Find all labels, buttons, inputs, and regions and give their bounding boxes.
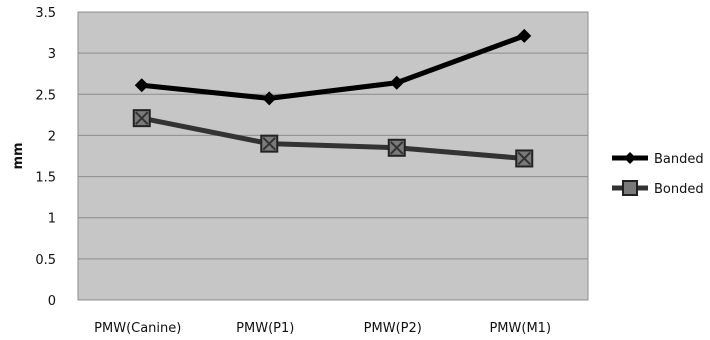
data-point-mark bbox=[262, 136, 276, 151]
y-tick-label: 0 bbox=[48, 294, 56, 309]
series-banded bbox=[134, 28, 532, 106]
legend-label: Bonded bbox=[654, 182, 704, 197]
data-point bbox=[389, 75, 404, 90]
data-point bbox=[134, 78, 149, 93]
y-axis-title: mm bbox=[11, 142, 26, 169]
y-tick-label: 2.5 bbox=[35, 88, 56, 103]
data-point-mark bbox=[517, 151, 531, 166]
series-line bbox=[141, 115, 525, 161]
y-tick-label: 1.5 bbox=[35, 171, 56, 186]
legend-marker bbox=[622, 180, 638, 196]
data-point bbox=[262, 91, 277, 106]
series-group bbox=[132, 28, 534, 168]
y-tick-label: 3.5 bbox=[35, 6, 56, 21]
legend: Banded Bonded bbox=[612, 152, 704, 197]
x-axis-ticks: PMW(Canine) PMW(P1) PMW(P2) PMW(M1) bbox=[94, 321, 551, 336]
y-tick-label: 3 bbox=[48, 47, 56, 62]
y-tick-label: 2 bbox=[48, 129, 56, 144]
x-tick-label: PMW(P2) bbox=[364, 321, 422, 336]
legend-item-banded: Banded bbox=[612, 152, 704, 167]
gridlines bbox=[78, 11, 588, 260]
x-tick-label: PMW(P1) bbox=[236, 321, 294, 336]
y-axis-ticks: 0 0.5 1 1.5 2 2.5 3 3.5 bbox=[35, 6, 56, 309]
x-tick-label: PMW(Canine) bbox=[94, 321, 181, 336]
data-point bbox=[517, 28, 532, 43]
legend-item-bonded: Bonded bbox=[612, 180, 704, 197]
x-tick-label: PMW(M1) bbox=[489, 321, 551, 336]
series-bonded bbox=[132, 109, 534, 168]
data-point-mark bbox=[390, 141, 404, 155]
series-line bbox=[141, 33, 526, 101]
legend-marker bbox=[624, 152, 636, 164]
data-point-mark bbox=[135, 111, 149, 125]
y-tick-label: 1 bbox=[48, 212, 56, 227]
y-tick-label: 0.5 bbox=[35, 253, 56, 268]
legend-label: Banded bbox=[654, 152, 704, 167]
